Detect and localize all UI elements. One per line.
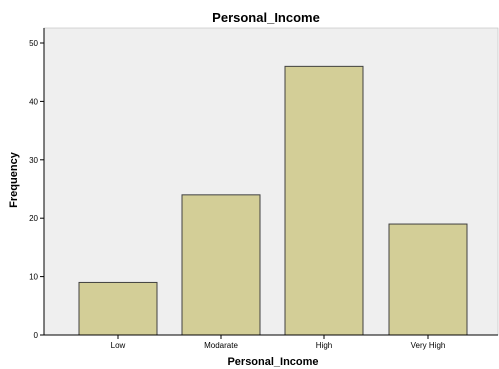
y-tick-label: 50: [29, 39, 38, 48]
bar-modarate: [181, 194, 261, 336]
y-tick-label: 30: [29, 156, 38, 165]
x-axis-title: Personal_Income: [227, 356, 318, 368]
bar-low: [78, 281, 158, 336]
y-tick-label: 10: [29, 273, 38, 282]
bar-very-high: [388, 223, 468, 336]
y-tick-label: 20: [29, 214, 38, 223]
chart-title: Personal_Income: [212, 10, 320, 25]
y-tick-label: 0: [34, 331, 39, 340]
x-axis-ticks: Low Modarate High Very High: [111, 335, 446, 350]
bar-high: [284, 65, 364, 336]
x-tick-label: High: [316, 341, 332, 350]
y-axis-title: Frequency: [8, 151, 20, 208]
x-tick-label: Very High: [411, 341, 446, 350]
x-tick-label: Modarate: [204, 341, 238, 350]
x-tick-label: Low: [111, 341, 126, 350]
y-tick-label: 40: [29, 97, 38, 106]
y-axis-ticks: 0 10 20 30 40 50: [29, 39, 44, 340]
